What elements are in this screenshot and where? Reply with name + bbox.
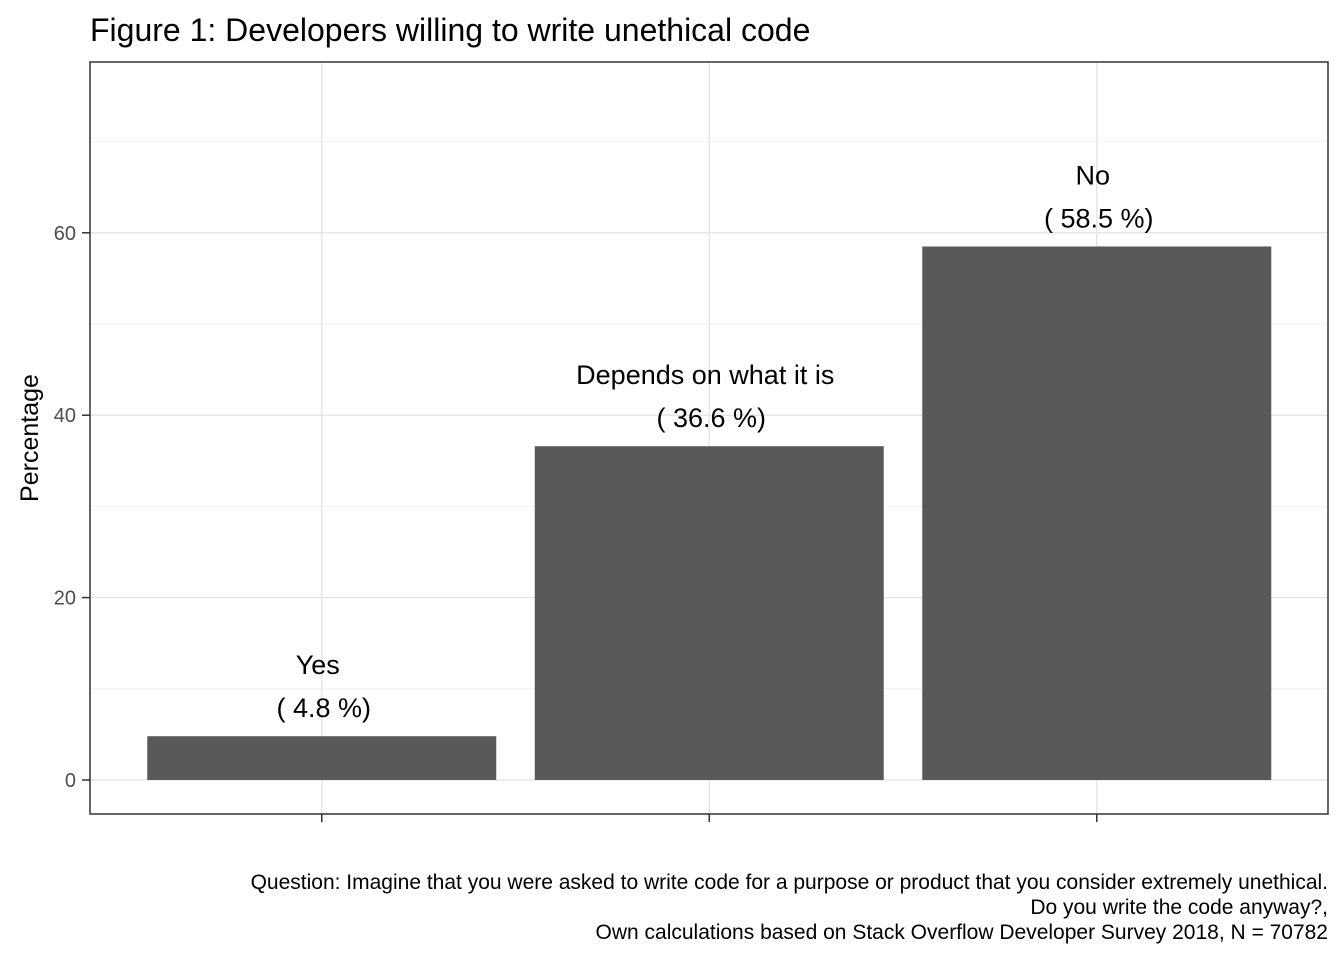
y-tick-label: 20 — [54, 588, 76, 610]
bar — [534, 446, 884, 780]
bar-category-label: No — [1075, 160, 1110, 190]
y-tick-label: 60 — [54, 223, 76, 245]
y-axis-label: Percentage — [16, 374, 44, 502]
bars — [147, 246, 1272, 781]
bar-value-label: ( 36.6 %) — [656, 403, 766, 433]
caption-line: Own calculations based on Stack Overflow… — [595, 921, 1329, 944]
y-tick-label: 40 — [54, 405, 76, 427]
bar-category-label: Yes — [296, 650, 340, 680]
bar-chart: Yes ( 4.8 %) Depends on what it is ( 36.6 %… — [16, 61, 1329, 822]
caption-line: Question: Imagine that you were asked to… — [250, 871, 1328, 894]
bar-value-label: ( 4.8 %) — [276, 693, 371, 723]
bar-labels: Yes ( 4.8 %) Depends on what it is ( 36.6 %… — [276, 160, 1153, 723]
bar-category-label: Depends on what it is — [576, 360, 834, 390]
chart-title: Figure 1: Developers willing to write un… — [90, 12, 811, 48]
y-tick-label: 0 — [65, 770, 76, 792]
chart-caption: Question: Imagine that you were asked to… — [28, 870, 1328, 945]
y-axis: 0 20 40 60 — [54, 223, 1098, 822]
bar — [147, 736, 497, 780]
bar — [922, 246, 1272, 781]
caption-line: Do you write the code anyway?, — [1030, 896, 1328, 919]
bar-value-label: ( 58.5 %) — [1044, 203, 1154, 233]
